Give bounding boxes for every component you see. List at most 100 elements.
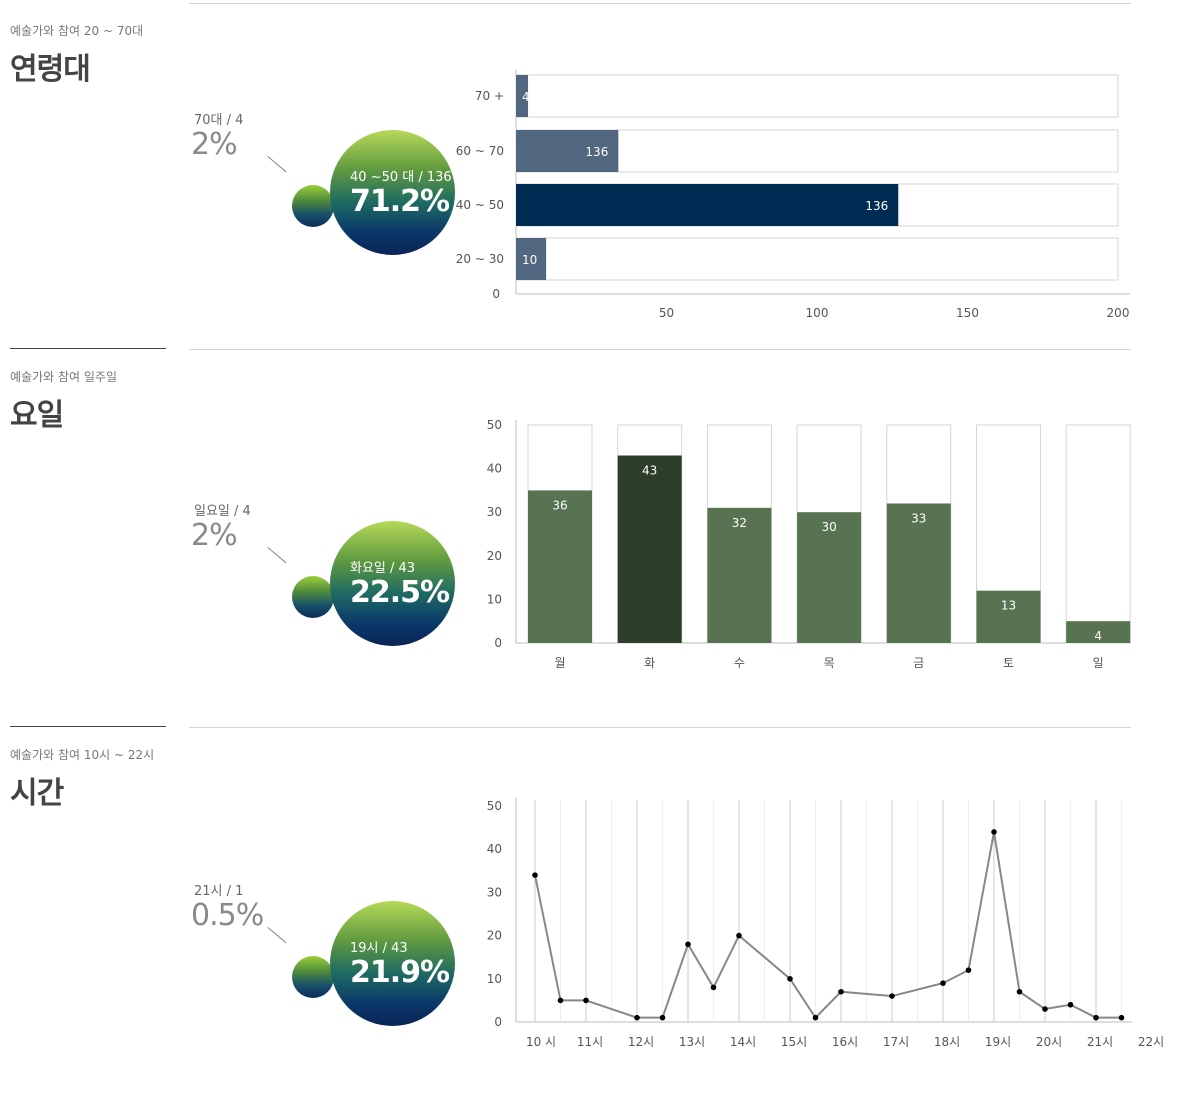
y-tick-label: 0 [494, 636, 502, 650]
pointer-line [267, 927, 287, 944]
x-tick-label: 13시 [679, 1035, 705, 1049]
x-tick-label: 50 [659, 306, 674, 320]
category-label: 화 [644, 656, 655, 670]
bar [617, 455, 682, 643]
data-label: 36 [552, 498, 567, 512]
data-label: 43 [642, 464, 657, 478]
bar [528, 490, 592, 643]
y-tick-label: 20 [487, 549, 502, 563]
bar-track [515, 237, 1119, 281]
weekday-section: 예술가와 참여 일주일 요일 일요일 / 4 2% 화요일 / 43 22.5%… [0, 340, 1200, 720]
data-point [710, 984, 717, 991]
y-tick-label: 30 [487, 885, 502, 899]
section-divider [189, 727, 1131, 728]
max-value-label: 화요일 / 43 [350, 561, 416, 576]
y-tick-label: 0 [494, 1015, 502, 1029]
bar-track [1065, 424, 1131, 644]
x-tick-label: 19시 [985, 1035, 1011, 1049]
data-point [838, 988, 844, 995]
max-bubble [330, 901, 455, 1026]
section-divider-left [10, 726, 166, 727]
data-point [991, 829, 997, 835]
x-tick-label: 12시 [628, 1035, 654, 1049]
section-subtitle: 예술가와 참여 20 ~ 70대 [10, 24, 144, 38]
data-label: 32 [732, 516, 747, 530]
weekday-bar-chart: 0 10 20 30 40 50 36 월 43 화 32 수 30 목 33 금 13 토 4 일 [487, 418, 1131, 670]
x-tick-label: 18시 [934, 1035, 960, 1049]
bar [516, 184, 899, 226]
min-value-label: 일요일 / 4 [194, 504, 251, 519]
section-divider [189, 3, 1131, 4]
time-line-chart: 0 10 20 30 40 50 10 시 11시 12시 13시 14시 15시 16시 17시 18시 1… [487, 798, 1164, 1049]
max-bubble [330, 130, 455, 255]
max-value-percent: 71.2% [350, 184, 450, 219]
category-label: 40 ~ 50 [456, 198, 504, 212]
data-label: 10 [522, 253, 537, 267]
data-label: 136 [585, 145, 608, 159]
data-point [889, 993, 895, 999]
x-tick-label: 22시 [1138, 1035, 1164, 1049]
category-label: 일 [1093, 656, 1104, 670]
section-divider-left [10, 348, 166, 349]
y-tick-label: 40 [487, 462, 502, 476]
data-point [685, 941, 691, 948]
data-point [965, 967, 972, 973]
pointer-line [267, 547, 287, 564]
x-tick-label: 16시 [832, 1035, 858, 1049]
data-label: 33 [911, 511, 926, 525]
data-point [532, 872, 538, 878]
bar [797, 512, 862, 643]
data-point [1067, 1001, 1074, 1008]
category-label: 금 [913, 656, 924, 670]
data-point [787, 976, 793, 982]
section-divider [189, 349, 1131, 350]
category-label: 목 [824, 656, 835, 670]
category-label: 월 [554, 656, 565, 670]
data-label: 13 [1001, 599, 1016, 613]
data-label: 4 [1094, 629, 1102, 643]
min-bubble [292, 956, 334, 998]
pointer-line [267, 156, 287, 173]
category-label: 60 ~ 70 [456, 144, 504, 158]
min-value-percent: 2% [191, 127, 238, 162]
bar [886, 503, 951, 643]
bar [516, 130, 619, 172]
age-section: 예술가와 참여 20 ~ 70대 연령대 70대 / 4 2% 40 ~50 대… [0, 0, 1200, 340]
x-tick-label: 15시 [781, 1035, 807, 1049]
max-value-percent: 21.9% [350, 955, 450, 990]
min-value-label: 70대 / 4 [194, 113, 244, 128]
bar-track [515, 74, 1119, 118]
y-tick-label: 20 [487, 929, 502, 943]
min-value-label: 21시 / 1 [194, 884, 244, 899]
section-subtitle: 예술가와 참여 10시 ~ 22시 [10, 748, 155, 762]
min-value-percent: 0.5% [191, 898, 264, 933]
section-title: 요일 [10, 398, 64, 433]
data-point [1016, 988, 1023, 995]
min-bubble [292, 185, 334, 227]
x-tick-label: 200 [1107, 306, 1130, 320]
bar [516, 238, 547, 280]
category-label: 수 [734, 656, 745, 670]
max-value-label: 40 ~50 대 / 136 [350, 170, 452, 185]
data-point [940, 980, 946, 986]
x-tick-label: 100 [806, 306, 829, 320]
x-tick-label: 11시 [577, 1035, 603, 1049]
section-title: 시간 [10, 776, 64, 811]
series-line [534, 830, 1122, 1019]
x-tick-label: 150 [956, 306, 979, 320]
data-point [583, 997, 589, 1004]
y-tick-label: 40 [487, 842, 502, 856]
data-point [1093, 1014, 1099, 1021]
max-value-percent: 22.5% [350, 575, 450, 610]
bar [707, 507, 772, 643]
section-subtitle: 예술가와 참여 일주일 [10, 370, 117, 384]
x-tick-label: 20시 [1036, 1035, 1062, 1049]
data-point [1118, 1014, 1125, 1021]
y-tick-label: 30 [487, 505, 502, 519]
bar [516, 75, 529, 117]
x-tick-label: 21시 [1087, 1035, 1113, 1049]
category-label: 20 ~ 30 [456, 252, 504, 266]
time-section: 예술가와 참여 10시 ~ 22시 시간 21시 / 1 0.5% 19시 / … [0, 718, 1200, 1118]
bar [1066, 621, 1131, 643]
